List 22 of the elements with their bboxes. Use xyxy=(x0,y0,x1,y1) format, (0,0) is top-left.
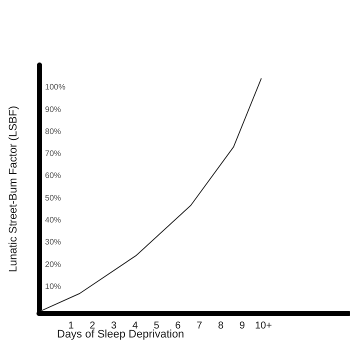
y-tick-label: 70% xyxy=(45,149,62,158)
y-tick-label: 30% xyxy=(45,238,62,247)
x-tick-label: 7 xyxy=(196,320,203,332)
x-tick-label: 5 xyxy=(154,320,160,332)
y-tick-label: 60% xyxy=(45,171,62,180)
y-tick-label: 90% xyxy=(45,104,62,114)
y-tick-label: 10% xyxy=(45,282,62,291)
y-tick-label: 20% xyxy=(45,260,62,269)
x-tick-label: 9 xyxy=(239,320,246,332)
x-tick-label: 6 xyxy=(175,320,182,332)
x-axis-title: Days of Sleep Deprivation xyxy=(57,328,184,340)
y-tick-label: 40% xyxy=(45,216,62,224)
x-tick-label: 1 xyxy=(68,320,74,332)
y-tick-label: 50% xyxy=(45,193,62,202)
x-tick-label: 8 xyxy=(218,320,224,332)
x-tick-label: 10+ xyxy=(255,320,272,332)
x-tick-label: 4 xyxy=(132,320,138,332)
y-tick-label: 80% xyxy=(45,126,62,136)
line-series xyxy=(40,78,262,312)
y-tick-label: 100% xyxy=(45,82,66,92)
x-tick-label: 3 xyxy=(111,320,118,332)
y-axis-title: Lunatic Street-Bum Factor (LSBF) xyxy=(8,106,20,272)
